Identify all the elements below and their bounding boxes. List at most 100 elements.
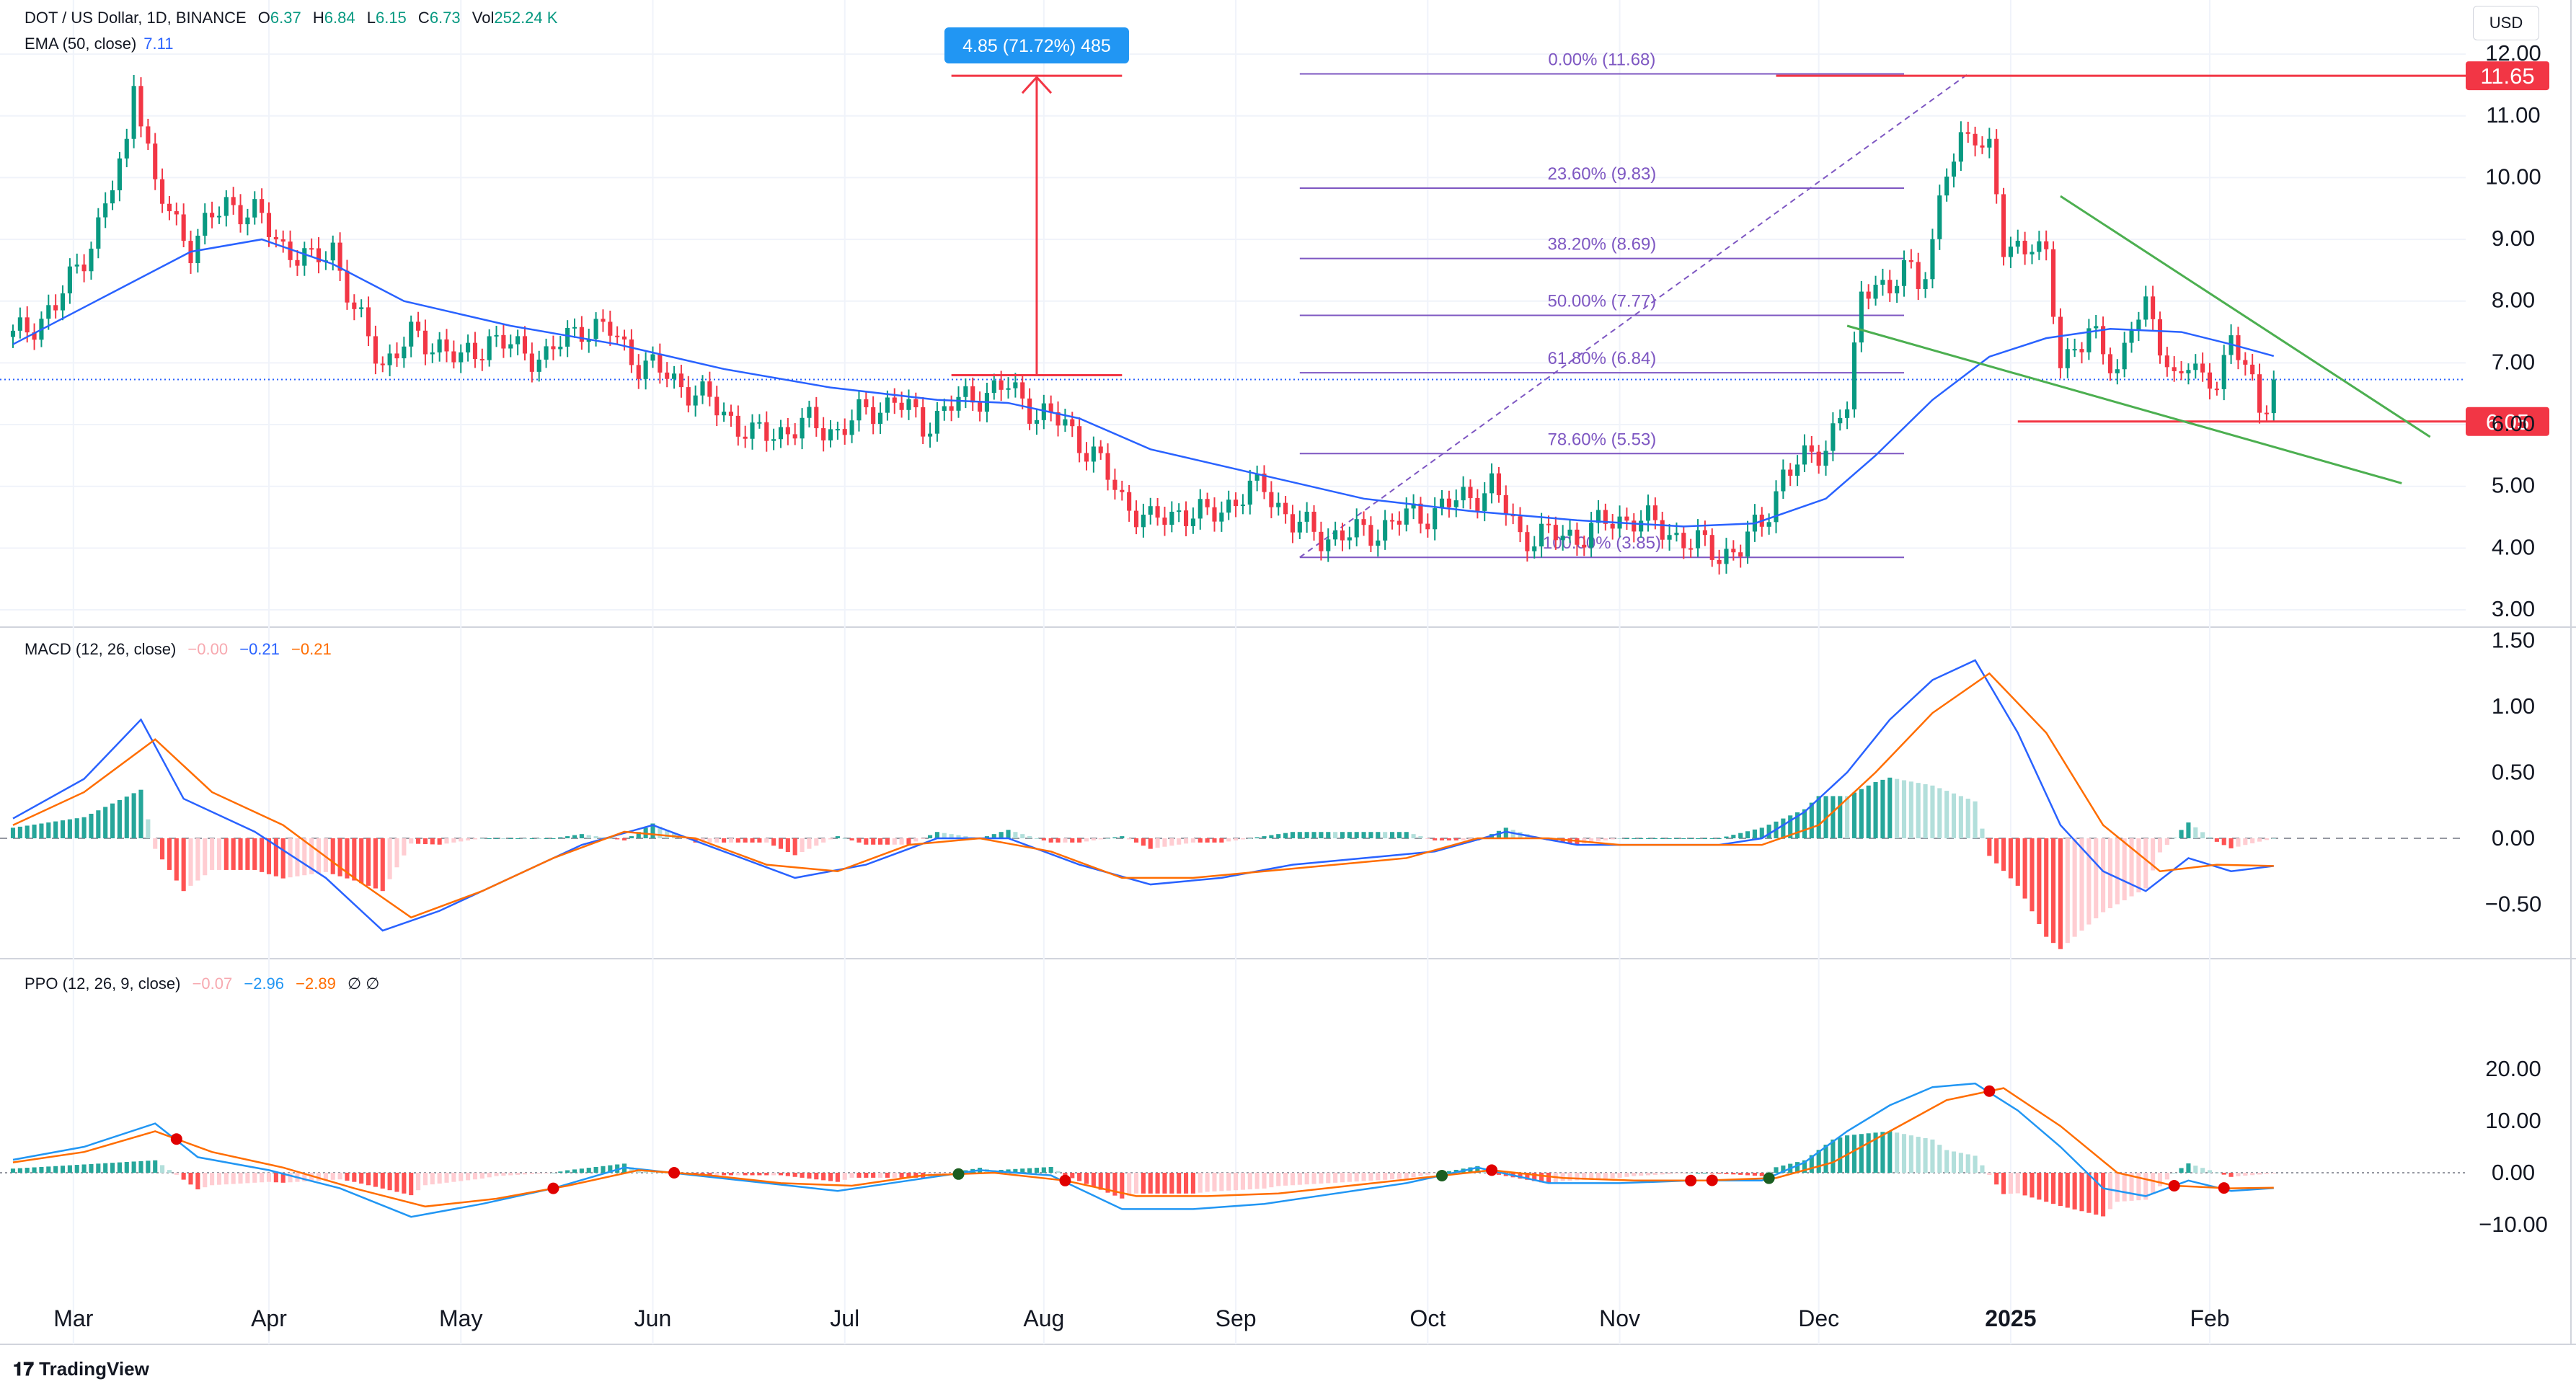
histogram-bar <box>337 838 342 877</box>
osc-tick-label: 0.00 <box>2492 1160 2535 1185</box>
candle-body <box>2129 330 2134 343</box>
candle-body <box>409 321 414 347</box>
candle-body <box>373 336 378 364</box>
tradingview-logo: 𝟏𝟕 TradingView <box>13 1358 149 1381</box>
histogram-bar <box>409 838 414 844</box>
histogram-bar <box>934 832 939 838</box>
histogram-bar <box>402 1173 407 1194</box>
currency-button[interactable]: USD <box>2473 6 2539 40</box>
histogram-bar <box>1269 1173 1274 1188</box>
candle-body <box>771 439 776 441</box>
candle-body <box>1845 409 1850 418</box>
candle-body <box>835 429 840 431</box>
histogram-bar <box>2008 838 2013 879</box>
histogram-bar <box>1774 1167 1779 1173</box>
histogram-bar <box>188 838 193 886</box>
histogram-bar <box>2008 1173 2013 1194</box>
candle-body <box>814 407 819 429</box>
candle-body <box>913 399 919 407</box>
histogram-bar <box>1795 1162 1800 1173</box>
candle-body <box>1539 523 1544 547</box>
histogram-bar <box>153 1160 158 1173</box>
candle-body <box>2015 241 2020 247</box>
histogram-bar <box>266 838 272 874</box>
histogram-bar <box>1048 1166 1053 1173</box>
histogram-bar <box>1418 836 1423 838</box>
histogram-bar <box>529 1173 534 1174</box>
histogram-bar <box>1645 838 1651 839</box>
histogram-bar <box>1973 1155 1978 1173</box>
histogram-bar <box>2030 838 2035 912</box>
histogram-bar <box>1234 1173 1239 1191</box>
brand-name: TradingView <box>39 1358 149 1380</box>
histogram-bar <box>757 838 762 843</box>
histogram-bar <box>1987 1173 1992 1175</box>
candle-body <box>892 397 897 403</box>
histogram-bar <box>117 1162 122 1173</box>
candle-body <box>1212 507 1217 522</box>
candle-body <box>1674 533 1679 536</box>
histogram-bar <box>1582 1173 1587 1180</box>
candle-body <box>1084 453 1089 462</box>
histogram-bar <box>1120 1173 1125 1199</box>
histogram-bar <box>1070 1173 1075 1179</box>
time-tick-label: Aug <box>1023 1305 1064 1331</box>
candle-body <box>1383 520 1388 541</box>
histogram-bar <box>1383 832 1388 838</box>
histogram-bar <box>1091 1173 1096 1187</box>
candle-body <box>1404 508 1409 525</box>
histogram-bar <box>2079 838 2084 931</box>
histogram-bar <box>1859 1134 1864 1173</box>
candle-body <box>2214 389 2219 391</box>
histogram-bar <box>2058 1173 2063 1207</box>
candle-body <box>1973 133 1978 146</box>
candle-body <box>1326 539 1331 551</box>
candle-body <box>921 407 926 437</box>
histogram-bar <box>2030 1173 2035 1198</box>
candle-body <box>1034 420 1040 424</box>
histogram-bar <box>1120 836 1125 838</box>
low-value: 6.15 <box>375 9 407 27</box>
vol-label: Vol <box>472 9 495 27</box>
histogram-bar <box>1276 834 1281 838</box>
candle-body <box>1681 533 1686 549</box>
candle-body <box>1148 506 1153 515</box>
histogram-bar <box>572 1169 577 1173</box>
histogram-bar <box>1589 838 1594 843</box>
candle-body <box>1994 138 1999 195</box>
candle-body <box>309 248 314 250</box>
candle-body <box>2022 241 2027 254</box>
candle-body <box>1816 451 1821 466</box>
histogram-bar <box>153 838 158 849</box>
ppo-pane: 20.00 10.00 0.00 −10.00 <box>0 1056 2548 1237</box>
histogram-bar <box>138 789 143 838</box>
candle-body <box>1951 161 1957 177</box>
time-tick-label: Apr <box>251 1305 287 1331</box>
histogram-bar <box>373 838 378 889</box>
candle-body <box>260 199 265 213</box>
candle-body <box>1177 510 1182 512</box>
histogram-bar <box>1254 1173 1260 1189</box>
candle-body <box>1006 388 1011 390</box>
candle-body <box>1851 342 1857 409</box>
histogram-bar <box>1887 777 1893 838</box>
histogram-bar <box>1851 1135 1857 1173</box>
histogram-bar <box>1162 838 1167 847</box>
candle-body <box>2107 354 2113 373</box>
candle-body <box>2151 296 2156 319</box>
candle-body <box>1055 412 1061 426</box>
histogram-bar <box>643 1171 648 1173</box>
histogram-bar <box>245 838 250 870</box>
histogram-bar <box>1930 785 1935 838</box>
histogram-bar <box>2086 1173 2092 1213</box>
candle-body <box>821 428 826 441</box>
histogram-bar <box>1319 832 1324 838</box>
osc-tick-label: 1.00 <box>2492 693 2535 719</box>
histogram-bar <box>1781 818 1786 838</box>
histogram-bar <box>1916 1137 1921 1173</box>
histogram-bar <box>131 793 136 838</box>
histogram-bar <box>302 838 307 876</box>
candle-body <box>1091 446 1096 462</box>
candle-body <box>2051 249 2056 317</box>
histogram-bar <box>10 1168 16 1173</box>
